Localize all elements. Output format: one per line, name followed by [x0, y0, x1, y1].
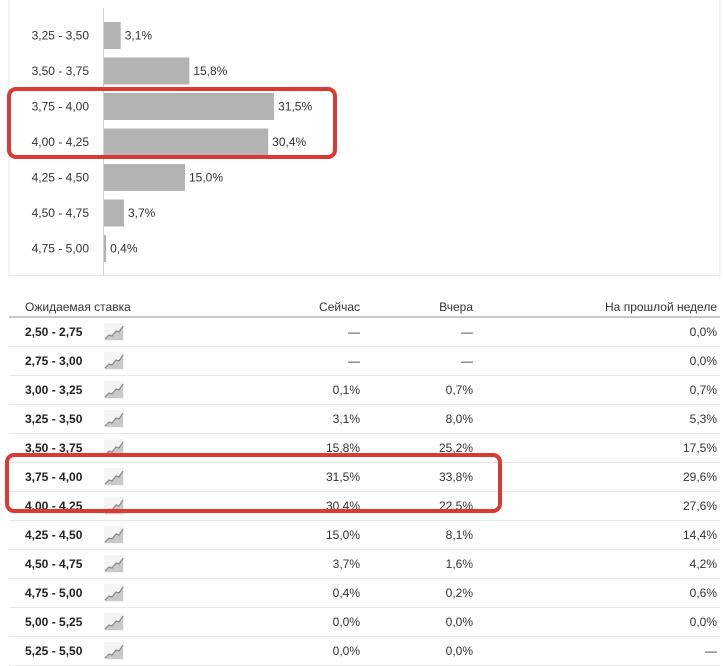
- row-yesterday: 25,2%: [438, 441, 473, 455]
- bar[interactable]: [104, 235, 107, 262]
- row-now: 0,4%: [332, 586, 360, 600]
- header-yesterday[interactable]: Вчера: [439, 300, 473, 314]
- table-row: 3,50 - 3,75 15,8% 25,2% 17,5%: [9, 434, 720, 463]
- row-last-week: 0,6%: [689, 586, 717, 600]
- row-yesterday: 0,7%: [445, 383, 473, 397]
- row-yesterday: 1,6%: [445, 557, 473, 571]
- row-now: 15,8%: [325, 441, 360, 455]
- table-row: 2,75 - 3,00 — — 0,0%: [9, 347, 720, 376]
- table-row: 5,25 - 5,50 0,0% 0,0% —: [9, 637, 720, 666]
- table-row: 4,00 - 4,25 30,4% 22,5% 27,6%: [9, 492, 720, 521]
- sparkline-icon[interactable]: [104, 352, 124, 370]
- row-now: —: [348, 354, 360, 368]
- table-row: 4,25 - 4,50 15,0% 8,1% 14,4%: [9, 521, 720, 550]
- bar[interactable]: [104, 199, 124, 227]
- row-last-week: 4,2%: [689, 557, 717, 571]
- value-label: 30,4%: [272, 135, 306, 149]
- row-now: 0,0%: [332, 615, 360, 629]
- table-row: 5,00 - 5,25 0,0% 0,0% 0,0%: [9, 608, 720, 637]
- row-yesterday: 8,1%: [445, 528, 473, 542]
- category-label: 3,75 - 4,00: [32, 100, 90, 114]
- row-range: 2,75 - 3,00: [25, 354, 83, 368]
- sparkline-icon[interactable]: [104, 613, 124, 631]
- row-range: 3,50 - 3,75: [25, 441, 83, 455]
- value-label: 3,7%: [128, 206, 156, 220]
- sparkline-icon[interactable]: [104, 410, 124, 428]
- bar[interactable]: [104, 93, 275, 120]
- row-last-week: 17,5%: [682, 441, 717, 455]
- table-row: 4,50 - 4,75 3,7% 1,6% 4,2%: [9, 550, 720, 579]
- row-now: 0,0%: [332, 644, 360, 658]
- sparkline-icon[interactable]: [104, 468, 124, 486]
- row-last-week: 5,3%: [689, 412, 717, 426]
- row-yesterday: 33,8%: [438, 470, 473, 484]
- value-label: 3,1%: [125, 29, 153, 43]
- sparkline-icon[interactable]: [104, 323, 124, 341]
- sparkline-icon[interactable]: [104, 584, 124, 602]
- row-now: 31,5%: [325, 470, 360, 484]
- bar[interactable]: [104, 128, 269, 156]
- row-range: 4,25 - 4,50: [25, 528, 83, 542]
- row-range: 3,25 - 3,50: [25, 412, 83, 426]
- category-label: 3,50 - 3,75: [32, 64, 90, 78]
- row-last-week: 0,7%: [689, 383, 717, 397]
- value-label: 15,0%: [189, 171, 223, 185]
- row-range: 4,50 - 4,75: [25, 557, 83, 571]
- sparkline-icon[interactable]: [104, 439, 124, 457]
- table-row: 3,75 - 4,00 31,5% 33,8% 29,6%: [9, 463, 720, 492]
- row-range: 4,00 - 4,25: [25, 499, 83, 513]
- table-header: Ожидаемая ставка Сейчас Вчера На прошлой…: [9, 276, 720, 318]
- row-yesterday: —: [461, 325, 473, 339]
- row-last-week: 29,6%: [682, 470, 717, 484]
- category-label: 4,50 - 4,75: [32, 206, 90, 220]
- row-last-week: 0,0%: [689, 325, 717, 339]
- value-label: 15,8%: [193, 64, 227, 78]
- category-label: 4,00 - 4,25: [32, 135, 90, 149]
- bar[interactable]: [104, 22, 121, 49]
- row-yesterday: 22,5%: [438, 499, 473, 513]
- table-row: 3,00 - 3,25 0,1% 0,7% 0,7%: [9, 376, 720, 405]
- row-yesterday: 0,0%: [445, 644, 473, 658]
- sparkline-icon[interactable]: [104, 526, 124, 544]
- row-last-week: 0,0%: [689, 354, 717, 368]
- probability-bar-chart: 3,25 - 3,50 3,1% 3,50 - 3,75 15,8% 3,75 - 4,…: [8, 0, 721, 276]
- row-now: 30,4%: [325, 499, 360, 513]
- header-last-week[interactable]: На прошлой неделе: [605, 300, 717, 314]
- row-range: 2,50 - 2,75: [25, 325, 83, 339]
- table-row: 4,75 - 5,00 0,4% 0,2% 0,6%: [9, 579, 720, 608]
- row-last-week: 14,4%: [682, 528, 717, 542]
- category-label: 3,25 - 3,50: [32, 29, 90, 43]
- row-last-week: 27,6%: [682, 499, 717, 513]
- sparkline-icon[interactable]: [104, 381, 124, 399]
- sparkline-icon[interactable]: [104, 555, 124, 573]
- row-yesterday: 0,0%: [445, 615, 473, 629]
- row-range: 3,00 - 3,25: [25, 383, 83, 397]
- row-range: 5,25 - 5,50: [25, 644, 83, 658]
- bar[interactable]: [104, 164, 185, 191]
- row-last-week: 0,0%: [689, 615, 717, 629]
- sparkline-icon[interactable]: [104, 642, 124, 660]
- row-now: —: [348, 325, 360, 339]
- table-row: 3,25 - 3,50 3,1% 8,0% 5,3%: [9, 405, 720, 434]
- row-range: 4,75 - 5,00: [25, 586, 83, 600]
- header-now[interactable]: Сейчас: [319, 300, 360, 314]
- table-row: 2,50 - 2,75 — — 0,0%: [9, 318, 720, 347]
- header-rate[interactable]: Ожидаемая ставка: [25, 300, 131, 314]
- row-yesterday: 8,0%: [445, 412, 473, 426]
- value-label: 0,4%: [110, 242, 138, 256]
- row-range: 5,00 - 5,25: [25, 615, 83, 629]
- category-label: 4,75 - 5,00: [32, 242, 90, 256]
- category-label: 4,25 - 4,50: [32, 171, 90, 185]
- sparkline-icon[interactable]: [104, 497, 124, 515]
- row-now: 3,7%: [332, 557, 360, 571]
- row-now: 0,1%: [332, 383, 360, 397]
- row-yesterday: —: [461, 354, 473, 368]
- row-now: 3,1%: [332, 412, 360, 426]
- value-label: 31,5%: [278, 100, 312, 114]
- row-range: 3,75 - 4,00: [25, 470, 83, 484]
- bar[interactable]: [104, 57, 190, 85]
- row-last-week: —: [705, 644, 717, 658]
- row-now: 15,0%: [325, 528, 360, 542]
- row-yesterday: 0,2%: [445, 586, 473, 600]
